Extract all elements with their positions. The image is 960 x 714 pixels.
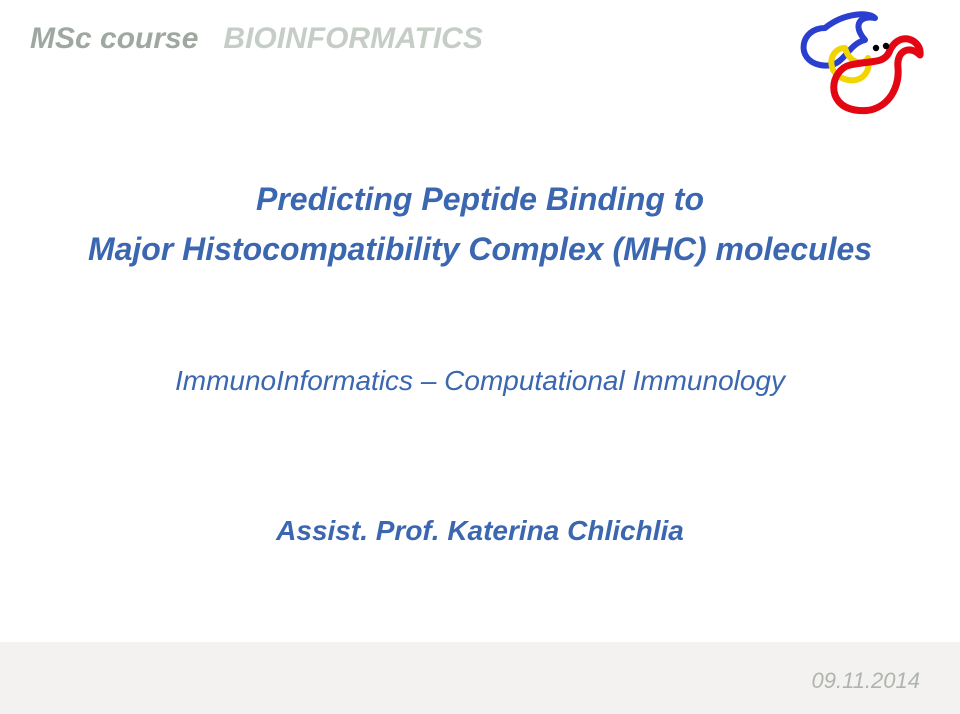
course-header: MSc course BIOINFORMATICS — [30, 22, 483, 56]
title-block: Predicting Peptide Binding to Major Hist… — [0, 175, 960, 274]
title-line-2: Major Histocompatibility Complex (MHC) m… — [0, 225, 960, 275]
date-label: 09.11.2014 — [812, 668, 920, 694]
course-label: MSc course — [30, 22, 198, 55]
logo-icon — [790, 10, 930, 120]
title-line-1: Predicting Peptide Binding to — [0, 175, 960, 225]
author: Assist. Prof. Katerina Chlichlia — [0, 515, 960, 547]
course-name: BIOINFORMATICS — [223, 22, 482, 55]
subtitle: ImmunoInformatics – Computational Immuno… — [0, 365, 960, 397]
slide-root: MSc course BIOINFORMATICS Predicting Pep… — [0, 0, 960, 714]
